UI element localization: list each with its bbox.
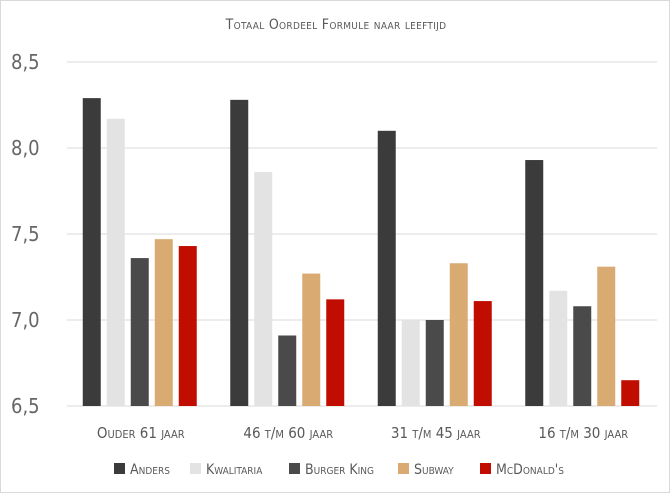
bar-kwalitaria <box>106 118 125 406</box>
bar-burger-king <box>425 320 444 406</box>
bar-burger-king <box>130 258 149 406</box>
legend-swatch <box>480 463 491 474</box>
bar-burger-king <box>278 335 297 406</box>
bar-mcdonald-s <box>326 299 345 406</box>
category-label: 31 t/m 45 jaar <box>391 424 481 442</box>
y-tick-label: 6,5 <box>11 394 40 418</box>
bar-anders <box>525 160 544 406</box>
bar-subway <box>302 273 321 406</box>
legend-swatch <box>114 463 125 474</box>
bar-kwalitaria <box>254 172 273 406</box>
bar-mcdonald-s <box>473 301 492 406</box>
bar-anders <box>230 99 249 406</box>
bar-kwalitaria <box>401 320 420 406</box>
bar-subway <box>597 266 616 406</box>
bar-burger-king <box>573 306 592 406</box>
bar-anders <box>377 130 396 407</box>
bar-subway <box>154 239 173 406</box>
bar-kwalitaria <box>549 290 568 406</box>
y-axis-ticks: 6,5 7,0 7,5 8,0 8,5 <box>11 50 40 418</box>
legend-swatch <box>289 463 300 474</box>
bar-mcdonald-s <box>621 380 640 406</box>
legend-swatch <box>398 463 409 474</box>
legend-label: Anders <box>130 462 170 478</box>
bars <box>82 98 640 407</box>
x-axis-categories: Ouder 61 jaar 46 t/m 60 jaar 31 t/m 45 jaa… <box>97 424 628 442</box>
legend: Anders Kwalitaria Burger King Subway McDonal… <box>114 462 564 478</box>
bar-mcdonald-s <box>178 246 197 406</box>
y-tick-label: 7,0 <box>11 308 40 332</box>
category-label: 46 t/m 60 jaar <box>243 424 333 442</box>
legend-label: Subway <box>414 462 454 478</box>
legend-label: McDonald's <box>496 462 564 478</box>
y-tick-label: 8,5 <box>11 50 40 74</box>
category-label: Ouder 61 jaar <box>97 424 185 442</box>
bar-anders <box>82 98 101 407</box>
legend-label: Burger King <box>305 462 374 478</box>
legend-label: Kwalitaria <box>206 462 263 478</box>
y-tick-label: 7,5 <box>11 222 40 246</box>
bar-subway <box>449 263 468 406</box>
category-label: 16 t/m 30 jaar <box>538 424 628 442</box>
y-tick-label: 8,0 <box>11 136 40 160</box>
chart-title: Totaal Oordeel Formule naar leeftijd <box>225 17 447 33</box>
legend-swatch <box>190 463 201 474</box>
